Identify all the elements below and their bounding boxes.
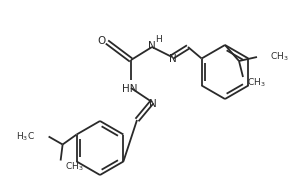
Text: H$_3$C: H$_3$C [16,130,35,143]
Text: HN: HN [122,84,137,94]
Text: N: N [149,99,157,109]
Text: CH$_3$: CH$_3$ [65,160,83,173]
Text: CH$_3$: CH$_3$ [247,77,266,89]
Text: CH$_3$: CH$_3$ [270,51,289,63]
Text: O: O [97,36,105,46]
Text: N: N [148,41,156,51]
Text: H: H [155,36,161,45]
Text: N: N [169,54,177,64]
